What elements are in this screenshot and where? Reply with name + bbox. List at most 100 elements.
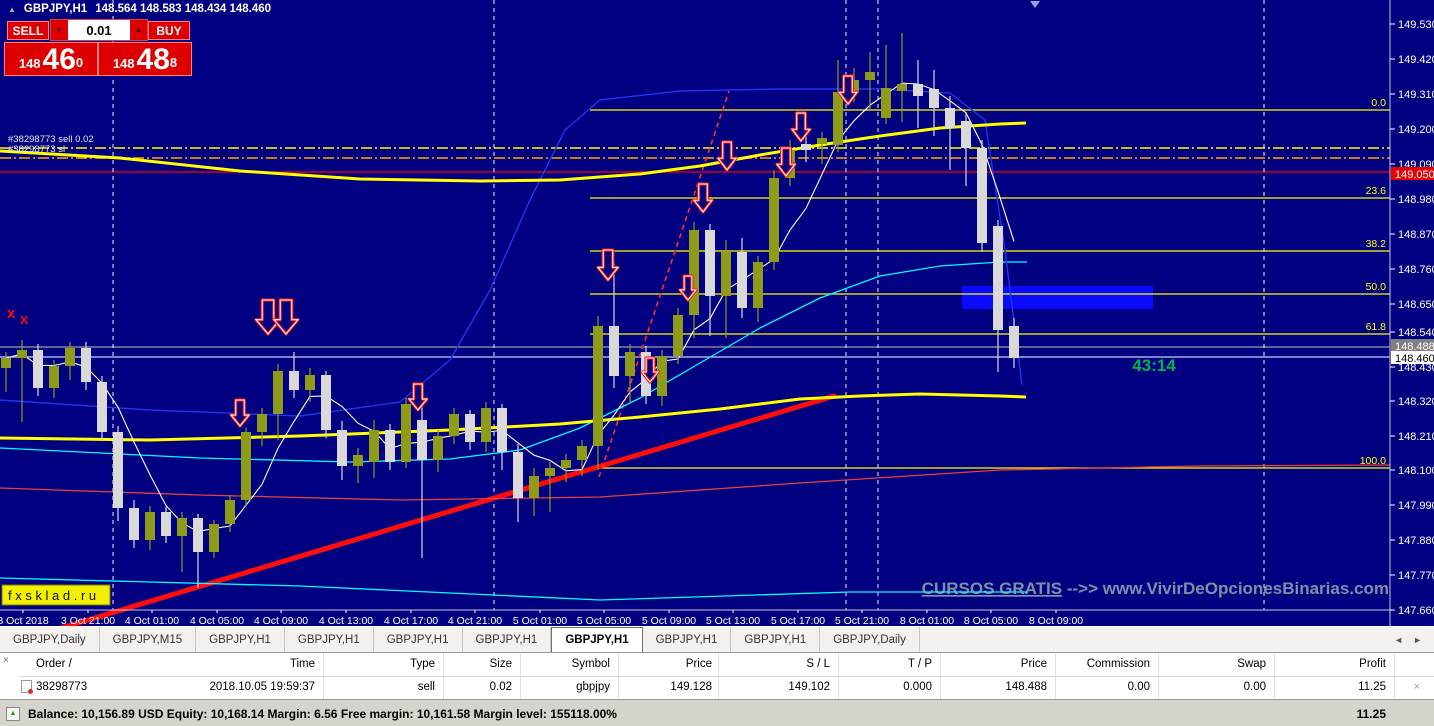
tab-scroll-right-icon[interactable]: ► [1413, 635, 1422, 645]
x-signal-icon: x [7, 305, 16, 322]
dashed-trend-line[interactable] [598, 90, 730, 478]
order-row-cell[interactable]: 38298773 [36, 681, 88, 693]
sell-signal-arrow-inner [775, 147, 797, 177]
chart-tab-2[interactable]: GBPJPY,H1 [196, 627, 285, 653]
terminal-header-commission[interactable]: Commission [1086, 658, 1150, 670]
terminal-header-swap[interactable]: Swap [1237, 658, 1266, 670]
order-row-close-icon[interactable]: × [1413, 681, 1420, 693]
column-separator [520, 653, 521, 699]
time-tick-label: 8 Oct 05:00 [964, 615, 1018, 626]
order-row-cell[interactable]: 0.00 [1243, 681, 1266, 693]
time-tick-label: 8 Oct 01:00 [900, 615, 954, 626]
chart-canvas[interactable]: CURSOS GRATIS -->> www.VivirDeOpcionesBi… [0, 0, 1434, 626]
order-row-cell[interactable]: 0.00 [1127, 681, 1150, 693]
terminal-header-type[interactable]: Type [410, 658, 435, 670]
chart-tab-5[interactable]: GBPJPY,H1 [463, 627, 552, 653]
column-separator [1274, 653, 1275, 699]
sell-button[interactable]: SELL [7, 21, 49, 40]
column-separator [323, 653, 324, 699]
price-tick-label: 148.650 [1398, 299, 1434, 311]
chart-tab-7[interactable]: GBPJPY,H1 [643, 627, 732, 653]
chart-tab-6[interactable]: GBPJPY,H1 [551, 627, 643, 653]
price-tick-label: 149.310 [1398, 89, 1434, 101]
lot-size-input[interactable] [68, 20, 130, 40]
lot-increase-button[interactable]: ▲ [130, 20, 147, 40]
candle-body [449, 414, 459, 436]
watermark-text: CURSOS GRATIS -->> www.VivirDeOpcionesBi… [922, 579, 1389, 598]
buy-button[interactable]: BUY [148, 21, 190, 40]
sell-signal-arrow-inner [596, 249, 620, 281]
candle-body [961, 121, 971, 148]
chart-tab-4[interactable]: GBPJPY,H1 [374, 627, 463, 653]
chart-tab-3[interactable]: GBPJPY,H1 [285, 627, 374, 653]
candle-body [545, 468, 555, 476]
order-row-cell[interactable]: 0.02 [489, 681, 512, 693]
terminal-header-order-[interactable]: Order / [36, 658, 72, 670]
price-tag-label: 148.488 [1395, 341, 1434, 353]
blue-band [0, 88, 1023, 417]
candle-body [97, 382, 107, 432]
order-row-cell[interactable]: sell [417, 681, 435, 693]
price-tick-label: 147.770 [1398, 570, 1434, 582]
column-separator [838, 653, 839, 699]
candles[interactable] [1, 33, 1019, 588]
order-row-cell[interactable]: gbpjpy [576, 681, 610, 693]
terminal-header-profit[interactable]: Profit [1359, 658, 1386, 670]
tab-scroll-left-icon[interactable]: ◄ [1394, 635, 1404, 645]
order-row-cell[interactable]: 149.128 [670, 681, 712, 693]
chart-tab-1[interactable]: GBPJPY,M15 [100, 627, 197, 653]
order-row-cell[interactable]: 11.25 [1358, 681, 1386, 693]
terminal-header-time[interactable]: Time [289, 658, 315, 670]
buy-price-display[interactable]: 148 48 8 [98, 42, 192, 76]
order-row-cell[interactable]: 0.000 [903, 681, 932, 693]
price-tick-label: 148.760 [1398, 264, 1434, 276]
sell-signal-arrow-inner [837, 75, 859, 105]
terminal-header-size[interactable]: Size [489, 658, 512, 670]
price-tick-label: 148.320 [1398, 396, 1434, 408]
price-tick-label: 148.430 [1398, 362, 1434, 374]
candle-body [193, 518, 203, 552]
yellow-lower-ma [0, 392, 1027, 442]
price-axis[interactable]: 149.530149.420149.310149.200149.090148.9… [1390, 19, 1434, 617]
sell-signal-arrow-inner [254, 299, 282, 335]
sell-signal-arrow-inner [678, 275, 698, 301]
order-row-cell[interactable]: 148.488 [1005, 681, 1047, 693]
time-axis[interactable]: 3 Oct 2018 3 Oct 21:00 4 Oct 01:00 4 Oct 05… [0, 610, 1083, 626]
chart-shift-marker-icon[interactable] [1030, 1, 1040, 8]
chart-tab-0[interactable]: GBPJPY,Daily [0, 627, 100, 653]
price-tick-label: 147.660 [1398, 605, 1434, 617]
candle-body [609, 326, 619, 376]
candle-body [577, 446, 587, 460]
fib-label: 23.6 [1366, 185, 1387, 197]
terminal-header-t-p[interactable]: T / P [907, 658, 932, 670]
order-line-label: #38298773 sell 0.02 [8, 134, 94, 145]
candle-body [49, 366, 59, 388]
price-tag [1391, 351, 1434, 364]
candle-body [673, 315, 683, 356]
lot-decrease-button[interactable]: ▼ [51, 20, 68, 40]
sell-price-display[interactable]: 148 46 0 [4, 42, 98, 76]
terminal-header-price[interactable]: Price [1020, 658, 1047, 670]
cyan-lower-band [0, 577, 1027, 601]
chart-background [0, 0, 1434, 626]
order-row-cell[interactable]: 149.102 [788, 681, 830, 693]
trend-line[interactable] [58, 393, 837, 626]
price-tick-label: 147.990 [1398, 500, 1434, 512]
sell-signal-arrow-inner [640, 357, 660, 383]
time-tick-label: 4 Oct 09:00 [254, 615, 308, 626]
fib-label: 0.0 [1371, 97, 1386, 109]
order-row-cell[interactable]: 2018.10.05 19:59:37 [209, 681, 315, 693]
candle-body [273, 371, 283, 414]
candle-body [593, 326, 603, 446]
chart-collapse-icon: ▲ [8, 4, 16, 14]
price-tick-label: 148.540 [1398, 327, 1434, 339]
chart-tab-8[interactable]: GBPJPY,H1 [731, 627, 821, 653]
column-separator [1158, 653, 1159, 699]
terminal-header-price[interactable]: Price [685, 658, 712, 670]
terminal-close-icon[interactable]: × [3, 655, 9, 666]
chart-tab-9[interactable]: GBPJPY,Daily [820, 627, 920, 653]
signal-zone-rectangle[interactable] [962, 286, 1153, 309]
terminal-header-symbol[interactable]: Symbol [571, 658, 610, 670]
terminal-header-s-l[interactable]: S / L [806, 658, 830, 670]
